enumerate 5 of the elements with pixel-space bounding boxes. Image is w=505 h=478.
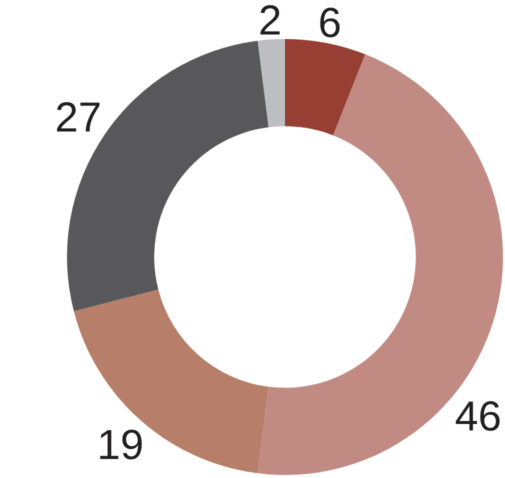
data-label: 27 bbox=[54, 93, 102, 140]
data-label: 46 bbox=[454, 392, 502, 440]
data-label: 2 bbox=[258, 0, 282, 44]
data-label: 19 bbox=[96, 420, 144, 468]
data-label: 6 bbox=[318, 0, 342, 46]
